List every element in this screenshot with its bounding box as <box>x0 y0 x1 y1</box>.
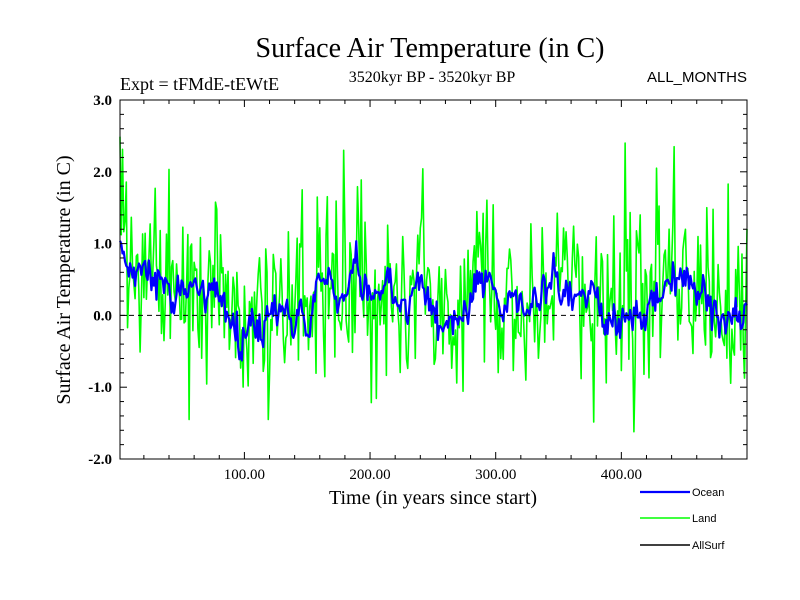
y-tick-label: -2.0 <box>88 452 112 468</box>
legend-label-ocean: Ocean <box>692 487 724 499</box>
x-tick-label: 100.00 <box>224 467 265 483</box>
y-tick-label: -1.0 <box>88 380 112 396</box>
series-line-land <box>119 136 748 433</box>
legend: Ocean Land AllSurf <box>640 487 725 552</box>
legend-label-land: Land <box>692 513 716 525</box>
y-tick-label: 3.0 <box>93 93 112 109</box>
series-line-ocean <box>118 240 748 362</box>
series-layer <box>118 136 748 433</box>
x-tick-label: 400.00 <box>601 467 642 483</box>
chart-subtitle-period: 3520kyr BP - 3520kyr BP <box>349 69 516 86</box>
axis-ticks <box>120 99 747 460</box>
y-tick-label: 1.0 <box>93 237 112 253</box>
legend-label-allsurf: AllSurf <box>692 540 725 552</box>
chart-subtitle-months: ALL_MONTHS <box>647 69 747 86</box>
y-tick-label: 2.0 <box>93 165 112 181</box>
chart-subtitle-experiment: Expt = tFMdE-tEWtE <box>120 74 279 94</box>
axis-tick-labels: -2.0 -1.0 0.0 1.0 2.0 3.0 100.00 200.00 300.00 40… <box>88 93 642 483</box>
chart-title: Surface Air Temperature (in C) <box>256 33 605 64</box>
x-tick-label: 300.00 <box>475 467 516 483</box>
plot-frame <box>119 99 748 460</box>
x-axis-label: Time (in years since start) <box>329 487 537 509</box>
x-tick-label: 200.00 <box>349 467 390 483</box>
y-tick-label: 0.0 <box>93 308 112 324</box>
y-axis-label: Surface Air Temperature (in C) <box>53 155 75 404</box>
